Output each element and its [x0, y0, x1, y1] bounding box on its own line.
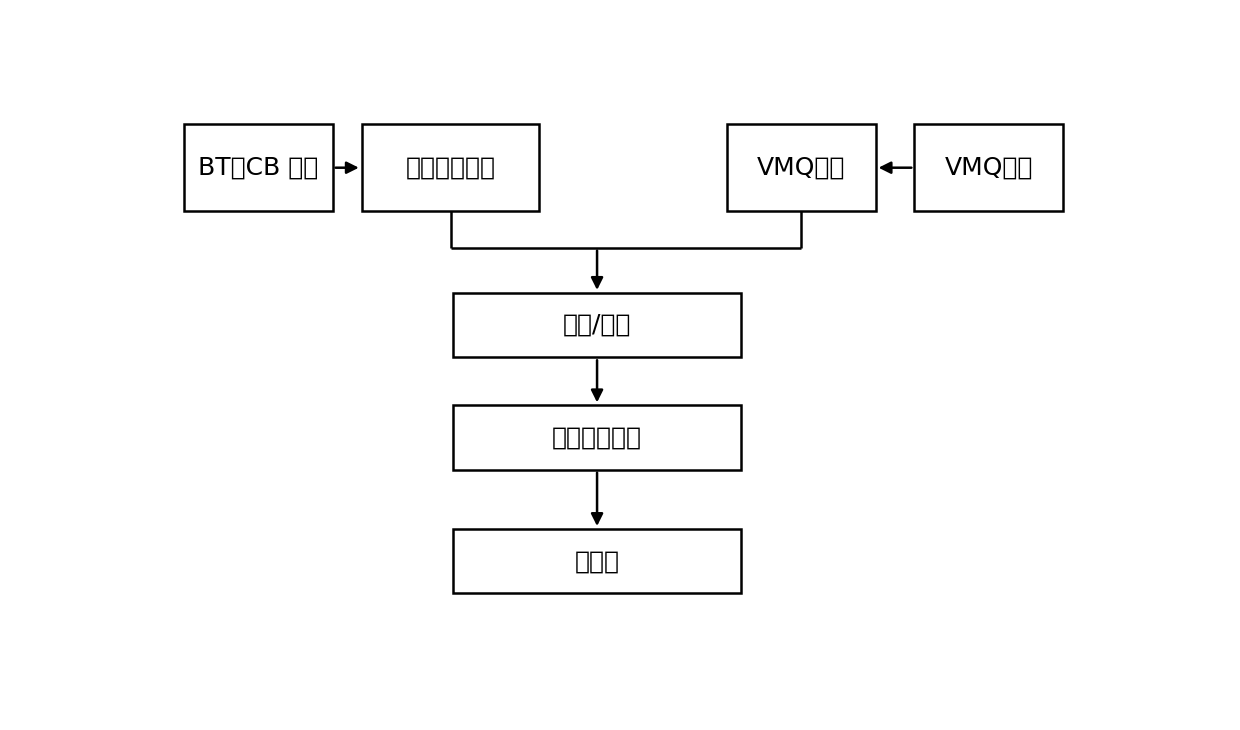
Text: BT、CB 粉体: BT、CB 粉体 [198, 155, 319, 180]
Bar [184, 124, 332, 211]
Text: 后处理: 后处理 [574, 549, 620, 573]
Bar [727, 124, 875, 211]
Bar [453, 293, 742, 358]
Text: VMQ备料: VMQ备料 [945, 155, 1033, 180]
Bar [914, 124, 1063, 211]
Text: 热处理、研磨: 热处理、研磨 [405, 155, 496, 180]
Bar [453, 405, 742, 470]
Text: 热压硫化成型: 热压硫化成型 [552, 426, 642, 450]
Bar [362, 124, 539, 211]
Text: 配样/混料: 配样/混料 [563, 313, 631, 337]
Bar [453, 529, 742, 593]
Text: VMQ溶液: VMQ溶液 [758, 155, 846, 180]
